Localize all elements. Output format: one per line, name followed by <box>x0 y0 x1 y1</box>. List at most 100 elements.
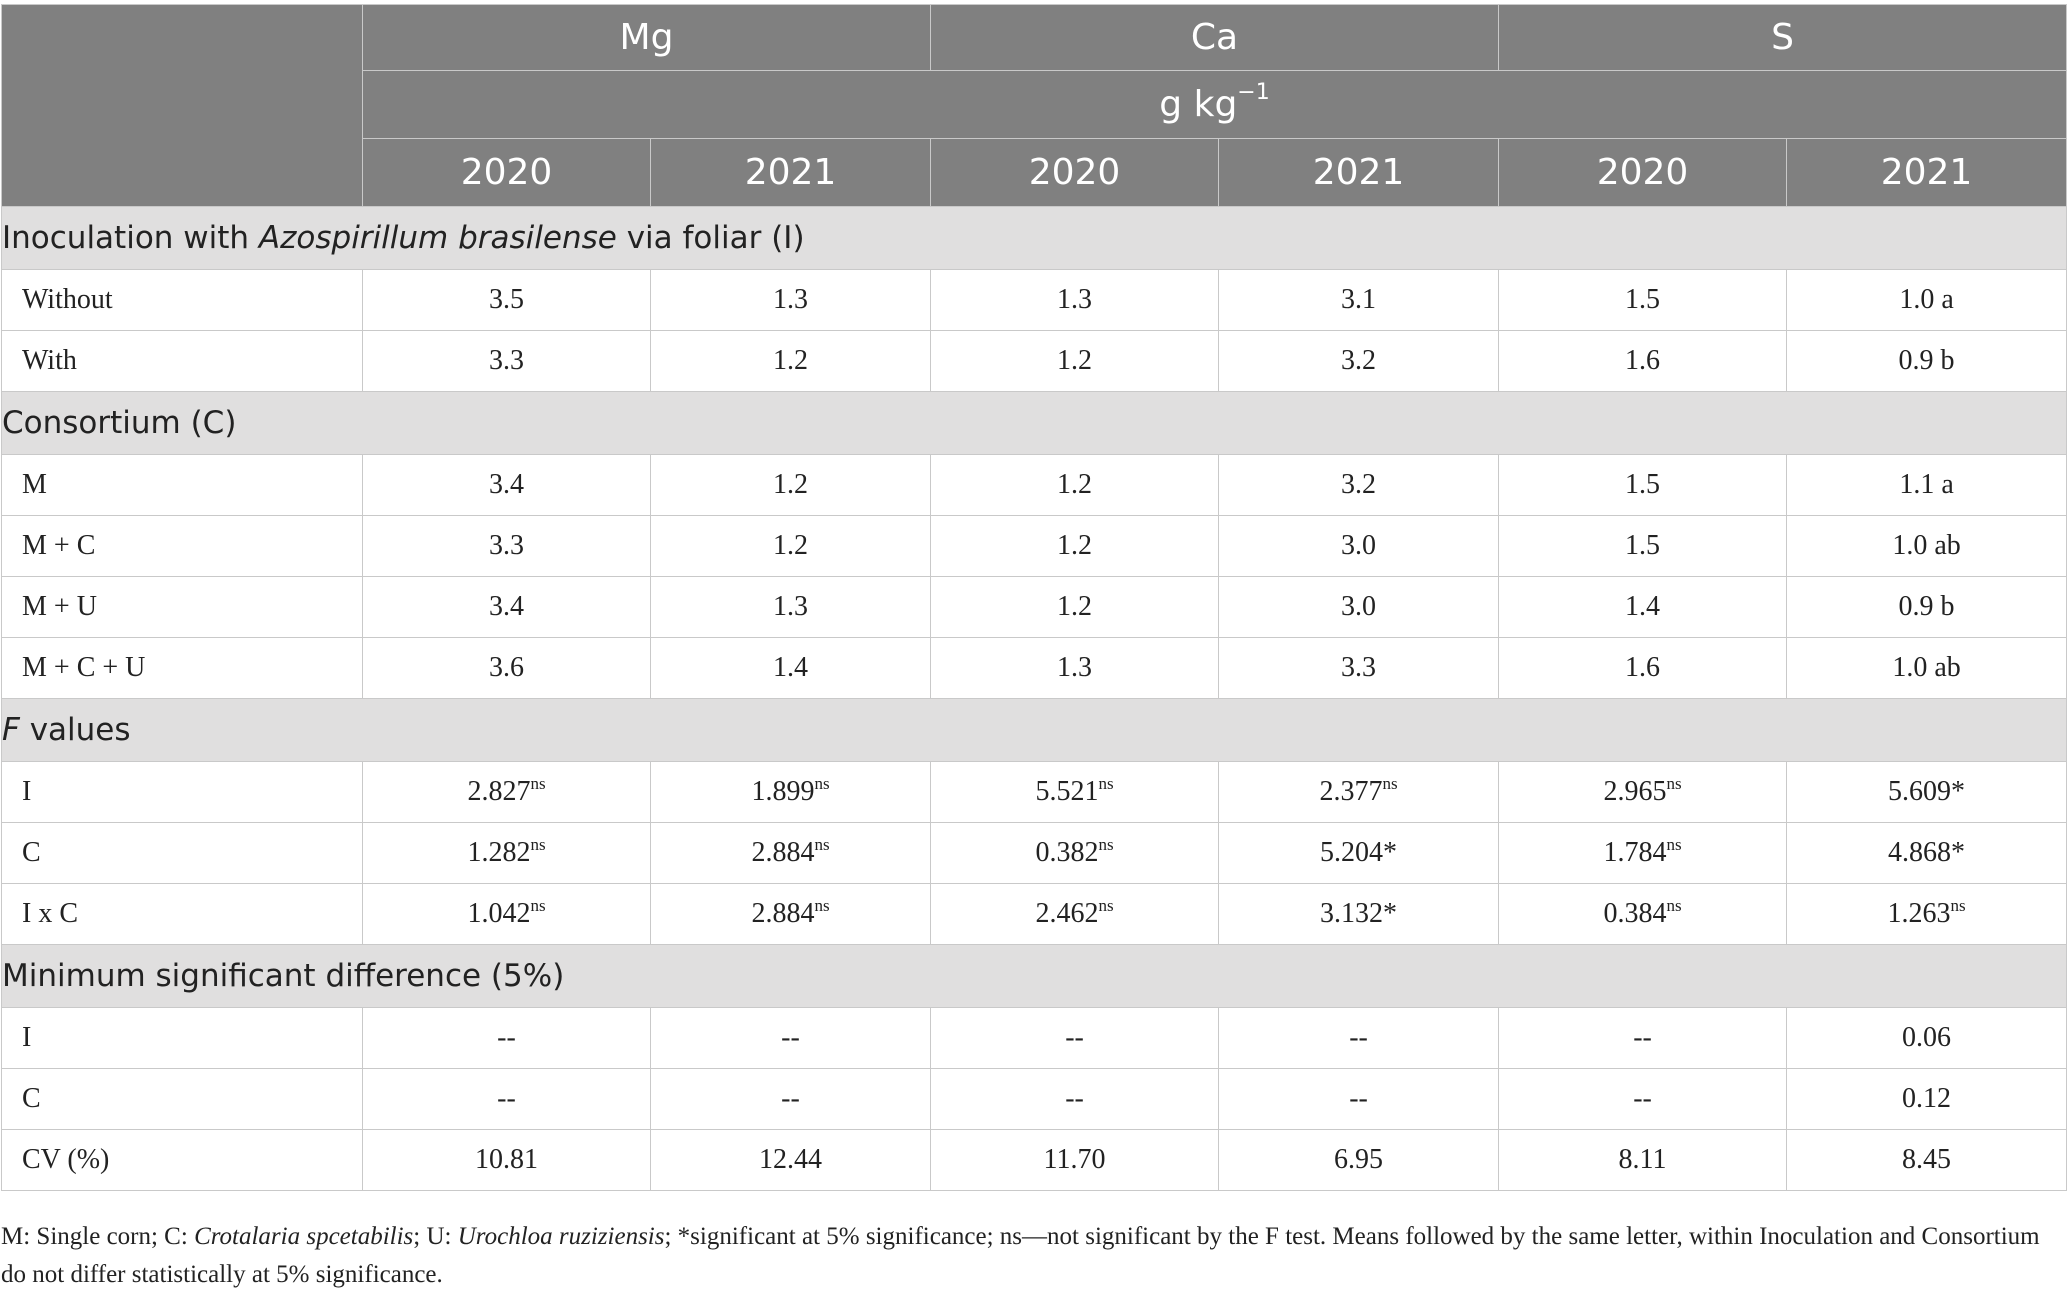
row-label: With <box>1 330 363 392</box>
header-group-mg: Mg <box>361 4 932 71</box>
cell-value: 3.3 <box>489 530 524 561</box>
cell-value: 3.132* <box>1320 898 1398 929</box>
table-body: Inoculation with Azospirillum brasilense… <box>0 206 2067 1191</box>
table-cell: 1.4 <box>1498 576 1788 638</box>
cell-value: 2.965 <box>1603 776 1667 807</box>
cell-value: 8.11 <box>1618 1144 1667 1175</box>
cell-value: 2.377 <box>1319 776 1383 807</box>
table-cell: 3.4 <box>362 454 651 516</box>
cell-value: 1.2 <box>1057 530 1093 561</box>
cell-value: 1.2 <box>773 469 808 500</box>
table-cell: 0.9 b <box>1786 330 2067 392</box>
cell-value: 1.5 <box>1625 530 1661 561</box>
table-footnote: M: Single corn; C: Crotalaria spcetabili… <box>1 1218 2041 1294</box>
cell-value: 0.382 <box>1035 837 1099 868</box>
cell-value: 12.44 <box>759 1144 822 1175</box>
footnote-text: ; *significant at 5% significance; ns—no… <box>1 1223 2040 1288</box>
cell-value: 1.5 <box>1625 284 1661 315</box>
unit-exponent: −1 <box>1237 80 1270 105</box>
table-cell: -- <box>362 1007 651 1069</box>
unit-base: g kg <box>1159 84 1238 125</box>
section-title: Minimum significant difference (5%) <box>0 944 2067 1008</box>
table-cell: 6.95 <box>1218 1129 1500 1191</box>
cell-value: -- <box>1065 1083 1084 1114</box>
header-year: 2021 <box>649 138 932 207</box>
cell-value: 1.5 <box>1625 469 1661 500</box>
section-title: Inoculation with Azospirillum brasilense… <box>0 206 2067 270</box>
cell-value: -- <box>1633 1083 1652 1114</box>
table-cell: 2.884ns <box>649 883 932 945</box>
cell-value: -- <box>781 1083 800 1114</box>
cell-value: 1.784 <box>1603 837 1667 868</box>
table-cell: 0.384ns <box>1498 883 1788 945</box>
cell-value: 6.95 <box>1334 1144 1384 1175</box>
cell-value: 1.0 ab <box>1892 652 1961 683</box>
cell-value: 1.3 <box>773 591 808 622</box>
table-cell: 1.784ns <box>1498 822 1788 884</box>
significance-marker: ns <box>1098 896 1114 915</box>
significance-marker: ns <box>1950 896 1966 915</box>
section-title-part: Azospirillum brasilense <box>258 220 617 256</box>
cell-value: 3.1 <box>1341 284 1377 315</box>
footnote-text: ; U: <box>413 1223 458 1250</box>
cell-value: 1.042 <box>467 898 531 929</box>
table-row: I x C 1.042ns 2.884ns 2.462ns 3.132* 0.384ns 1… <box>1 883 2067 945</box>
table-cell: 5.609* <box>1786 761 2067 823</box>
cell-value: 0.12 <box>1902 1083 1952 1114</box>
table-cell: 3.132* <box>1218 883 1500 945</box>
table-cell: 4.868* <box>1786 822 2067 884</box>
table-cell: 1.0 ab <box>1786 637 2067 699</box>
cell-value: 2.884 <box>751 837 815 868</box>
row-label: M + U <box>1 576 363 638</box>
cell-value: -- <box>781 1022 800 1053</box>
table-cell: -- <box>930 1007 1220 1069</box>
cell-value: 3.5 <box>489 284 524 315</box>
cell-value: 2.462 <box>1035 898 1099 929</box>
header-corner-cell <box>1 4 363 207</box>
table-cell: 3.2 <box>1218 330 1500 392</box>
table-cell: 1.2 <box>649 454 932 516</box>
table-cell: 1.0 ab <box>1786 515 2067 577</box>
table-cell: -- <box>1498 1068 1788 1130</box>
cell-value: 1.263 <box>1887 898 1951 929</box>
cell-value: 3.4 <box>489 591 524 622</box>
nutrient-table: Mg Ca S g kg−1 2020 2021 2020 2021 2020 … <box>0 4 2067 1191</box>
table-cell: -- <box>649 1068 932 1130</box>
header-group-ca: Ca <box>930 4 1500 71</box>
cell-value: 5.204* <box>1320 837 1398 868</box>
table-cell: 0.12 <box>1786 1068 2067 1130</box>
cell-value: 1.4 <box>1625 591 1661 622</box>
table-cell: 1.3 <box>930 637 1220 699</box>
header-year: 2021 <box>1218 138 1500 207</box>
row-label: M + C <box>1 515 363 577</box>
table-cell: 3.4 <box>362 576 651 638</box>
cell-value: 1.3 <box>1057 652 1093 683</box>
significance-marker: ns <box>530 774 546 793</box>
cell-value: -- <box>497 1022 516 1053</box>
cell-value: 0.9 b <box>1898 345 1955 376</box>
cell-value: 5.521 <box>1035 776 1099 807</box>
section-title-part: Consortium (C) <box>2 405 237 441</box>
cell-value: 1.6 <box>1625 652 1661 683</box>
section-title: Consortium (C) <box>0 391 2067 455</box>
cell-value: 1.4 <box>773 652 808 683</box>
table-cell: 1.2 <box>930 330 1220 392</box>
table-cell: 1.2 <box>930 576 1220 638</box>
cell-value: 1.2 <box>773 345 808 376</box>
header-year: 2020 <box>362 138 651 207</box>
table-row: C -- -- -- -- -- 0.12 <box>1 1068 2067 1130</box>
cell-value: 11.70 <box>1043 1144 1106 1175</box>
table-cell: 5.521ns <box>930 761 1220 823</box>
table-cell: 1.282ns <box>362 822 651 884</box>
table-cell: 2.884ns <box>649 822 932 884</box>
footnote-text: Urochloa ruziziensis <box>457 1223 665 1250</box>
section-title: F values <box>0 698 2067 762</box>
row-label: I x C <box>1 883 363 945</box>
table-cell: 0.9 b <box>1786 576 2067 638</box>
table-cell: 3.0 <box>1218 515 1500 577</box>
cell-value: 1.2 <box>1057 591 1093 622</box>
header-year: 2020 <box>1498 138 1788 207</box>
cell-value: 3.2 <box>1341 345 1377 376</box>
cell-value: 1.899 <box>751 776 815 807</box>
section-header-row: Minimum significant difference (5%) <box>0 944 2067 1008</box>
